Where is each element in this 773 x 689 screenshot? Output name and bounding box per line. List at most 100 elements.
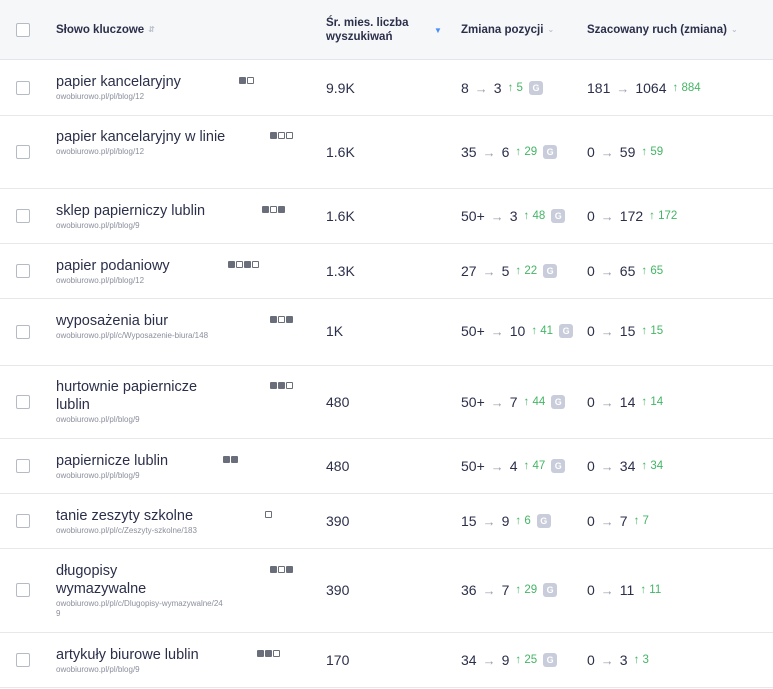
comment-icon (265, 511, 272, 518)
traffic-delta: ↑ 34 (641, 460, 664, 472)
keyword-link[interactable]: wyposażenia biur (56, 313, 169, 329)
table-row: artykuły biurowe lublin owobiurowo.pl/pl… (0, 633, 773, 688)
column-header-traffic[interactable]: Szacowany ruch (zmiana) ⌄ (587, 23, 738, 37)
google-icon[interactable]: G (543, 145, 558, 159)
row-checkbox[interactable] (16, 395, 30, 409)
position-change: 8 → 3 ↑ 5 G (461, 80, 543, 96)
image-pack-icon (270, 566, 277, 573)
sort-icon[interactable]: ⇵ (148, 25, 155, 34)
keyword-link[interactable]: sklep papierniczy lublin (56, 203, 206, 219)
row-checkbox[interactable] (16, 325, 30, 339)
row-checkbox[interactable] (16, 145, 30, 159)
google-icon[interactable]: G (543, 583, 558, 597)
keyword-link[interactable]: artykuły biurowe lublin (56, 647, 199, 663)
google-icon[interactable]: G (559, 324, 574, 338)
row-checkbox[interactable] (16, 459, 30, 473)
keyword-url[interactable]: owobiurowo.pl/pl/blog/12 (56, 92, 145, 101)
column-header-keyword[interactable]: Słowo kluczowe ⇵ (56, 23, 155, 37)
arrow-right-icon: → (600, 263, 614, 279)
keyword-link[interactable]: tanie zeszyty szkolne (56, 508, 194, 524)
search-volume: 1.6K (326, 144, 355, 160)
traffic-from: 0 (587, 513, 595, 529)
column-header-volume-label-1: Śr. mies. liczba (326, 17, 409, 29)
traffic-change: 0 → 14 ↑ 14 (587, 394, 663, 410)
keyword-url[interactable]: owobiurowo.pl/pl/c/Wyposazenie-biura/148 (56, 331, 209, 340)
arrow-right-icon: → (490, 394, 504, 410)
sort-active-icon[interactable]: ▼ (434, 26, 442, 35)
row-checkbox[interactable] (16, 209, 30, 223)
sort-icon[interactable]: ⌄ (547, 25, 555, 34)
traffic-to: 15 (619, 323, 636, 339)
keyword-link[interactable]: papier podaniowy (56, 258, 170, 274)
select-all-checkbox[interactable] (16, 23, 30, 37)
keyword-link[interactable]: hurtownie papiernicze lublin (56, 379, 198, 413)
comment-icon (236, 261, 243, 268)
search-volume: 170 (326, 652, 350, 668)
position-to: 7 (509, 394, 518, 410)
keyword-url[interactable]: owobiurowo.pl/pl/blog/9 (56, 665, 140, 674)
table-row: papiernicze lublin owobiurowo.pl/pl/blog… (0, 439, 773, 494)
column-header-position[interactable]: Zmiana pozycji ⌄ (461, 23, 554, 37)
position-from: 35 (461, 144, 477, 160)
keyword-link[interactable]: papiernicze lublin (56, 453, 169, 469)
search-volume: 480 (326, 394, 350, 410)
map-icon (273, 650, 280, 657)
sort-icon[interactable]: ⌄ (730, 25, 738, 34)
position-from: 50+ (461, 323, 485, 339)
traffic-delta: ↑ 7 (633, 515, 649, 527)
search-volume: 1K (326, 323, 344, 339)
keyword-cell: papier kancelaryjny owobiurowo.pl/pl/blo… (56, 73, 266, 102)
row-checkbox[interactable] (16, 653, 30, 667)
keyword-url[interactable]: owobiurowo.pl/pl/c/Zeszyty-szkolne/183 (56, 526, 197, 535)
arrow-right-icon: → (600, 513, 614, 529)
google-icon[interactable]: G (528, 81, 543, 95)
traffic-from: 181 (587, 80, 611, 96)
keyword-link[interactable]: długopisy wymazywalne (56, 563, 147, 597)
google-icon[interactable]: G (536, 514, 551, 528)
keyword-url[interactable]: owobiurowo.pl/pl/blog/12 (56, 147, 145, 156)
keyword-url[interactable]: owobiurowo.pl/pl/blog/9 (56, 471, 140, 480)
traffic-change: 0 → 59 ↑ 59 (587, 144, 663, 160)
traffic-change: 0 → 172 ↑ 172 (587, 208, 677, 224)
keyword-link[interactable]: papier kancelaryjny (56, 74, 181, 90)
row-checkbox[interactable] (16, 81, 30, 95)
arrow-right-icon: → (490, 323, 504, 339)
keyword-cell: hurtownie papiernicze lublin owobiurowo.… (56, 378, 226, 425)
google-icon[interactable]: G (551, 209, 566, 223)
row-checkbox[interactable] (16, 583, 30, 597)
wifi-icon (286, 132, 293, 139)
row-checkbox[interactable] (16, 264, 30, 278)
google-icon[interactable]: G (543, 653, 558, 667)
column-header-keyword-label: Słowo kluczowe (56, 24, 145, 37)
position-from: 50+ (461, 458, 485, 474)
traffic-to: 59 (619, 144, 636, 160)
position-delta: ↑ 48 (523, 210, 546, 222)
row-checkbox[interactable] (16, 514, 30, 528)
serp-features-icons (265, 511, 272, 518)
keyword-url[interactable]: owobiurowo.pl/pl/blog/12 (56, 276, 145, 285)
arrow-right-icon: → (600, 458, 614, 474)
position-to: 7 (501, 582, 510, 598)
google-icon[interactable]: G (551, 459, 566, 473)
arrow-right-icon: → (600, 144, 614, 160)
table-header: Słowo kluczowe ⇵ Śr. mies. liczba wyszuki… (0, 0, 773, 60)
keyword-url[interactable]: owobiurowo.pl/pl/blog/9 (56, 415, 140, 424)
comment-icon (278, 132, 285, 139)
keyword-link[interactable]: papier kancelaryjny w linie (56, 129, 226, 145)
position-from: 50+ (461, 208, 485, 224)
google-icon[interactable]: G (551, 395, 566, 409)
video-icon (262, 206, 269, 213)
keyword-url[interactable]: owobiurowo.pl/pl/c/Dlugopisy-wymazywalne… (56, 599, 223, 618)
column-header-volume[interactable]: Śr. mies. liczba wyszukiwań ▼ (326, 16, 442, 44)
serp-features-icons (270, 316, 293, 323)
traffic-delta: ↑ 884 (672, 82, 701, 94)
google-icon[interactable]: G (543, 264, 558, 278)
traffic-delta: ↑ 14 (641, 396, 664, 408)
position-to: 10 (509, 323, 526, 339)
video-icon (270, 316, 277, 323)
arrow-right-icon: → (482, 582, 496, 598)
keyword-url[interactable]: owobiurowo.pl/pl/blog/9 (56, 221, 140, 230)
position-change: 34 → 9 ↑ 25 G (461, 652, 558, 668)
arrow-right-icon: → (600, 208, 614, 224)
image-pack-icon (270, 382, 277, 389)
